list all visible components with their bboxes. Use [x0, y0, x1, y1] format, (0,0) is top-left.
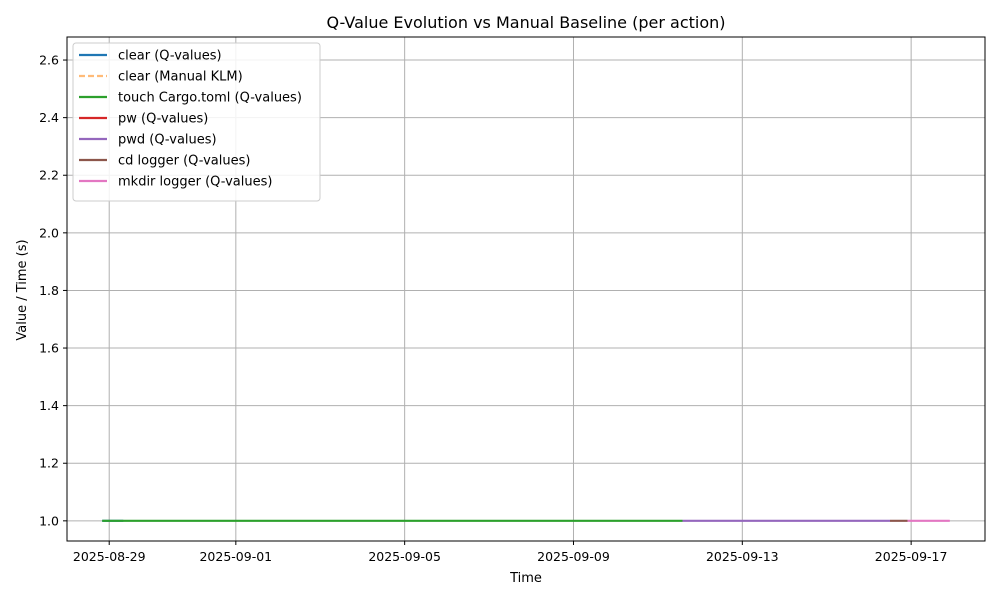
x-tick-label: 2025-09-05 [368, 549, 441, 564]
legend-box [72, 42, 321, 202]
plot-frame [66, 36, 986, 542]
y-tick-label: 2.4 [39, 110, 59, 125]
y-tick-label: 1.8 [39, 283, 59, 298]
x-tick-label: 2025-09-09 [537, 549, 610, 564]
x-tick-label: 2025-09-17 [875, 549, 948, 564]
y-tick-label: 1.6 [39, 341, 59, 356]
y-tick-label: 1.0 [39, 513, 59, 528]
legend-entry-3: pw (Q-values) [118, 112, 208, 127]
x-tick-label: 2025-09-01 [199, 549, 272, 564]
y-axis-label: Value / Time (s) [15, 239, 30, 340]
x-axis: 2025-08-29 2025-09-01 2025-09-05 2025-09-09… [73, 541, 948, 564]
x-tick-label: 2025-08-29 [73, 549, 146, 564]
legend-entry-5: cd logger (Q-values) [118, 154, 250, 169]
y-tick-label: 2.6 [39, 53, 59, 68]
x-tick-label: 2025-09-13 [706, 549, 779, 564]
x-axis-label: Time [509, 571, 542, 586]
legend-entry-1: clear (Manual KLM) [118, 70, 243, 85]
y-tick-label: 1.2 [39, 456, 59, 471]
legend: clear (Q-values) clear (Manual KLM) touch … [72, 42, 321, 202]
chart-title: Q-Value Evolution vs Manual Baseline (pe… [326, 13, 725, 32]
grid [67, 37, 985, 541]
y-tick-label: 2.2 [39, 168, 59, 183]
legend-entry-4: pwd (Q-values) [118, 133, 217, 148]
legend-entry-2: touch Cargo.toml (Q-values) [118, 91, 302, 106]
y-axis: 1.0 1.2 1.4 1.6 1.8 2.0 2.2 2.4 2.6 [39, 53, 67, 528]
y-tick-label: 2.0 [39, 225, 59, 240]
legend-entry-0: clear (Q-values) [118, 49, 222, 64]
y-tick-label: 1.4 [39, 398, 59, 413]
legend-entry-6: mkdir logger (Q-values) [118, 175, 272, 190]
